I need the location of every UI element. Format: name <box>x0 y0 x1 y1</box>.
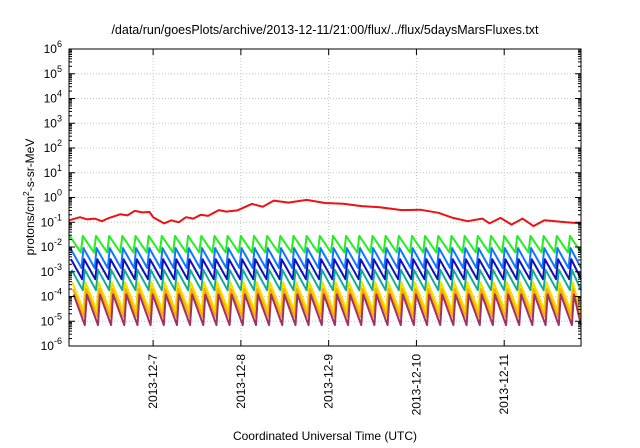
y-tick-label: 101 <box>44 163 62 180</box>
y-tick-label: 10-2 <box>41 237 62 254</box>
flux-series-line <box>70 268 582 292</box>
flux-series-line <box>68 234 582 254</box>
x-tick-label: 2013-12-9 <box>322 354 336 409</box>
x-tick-label: 2013-12-11 <box>497 354 511 415</box>
y-tick-label: 10-5 <box>41 311 62 328</box>
y-tick-label: 10-6 <box>41 336 62 353</box>
y-tick-label: 10-3 <box>41 262 62 279</box>
y-tick-label: 100 <box>44 188 62 205</box>
chart-title: /data/run/goesPlots/archive/2013-12-11/2… <box>111 23 539 37</box>
flux-series-line <box>71 288 582 318</box>
x-tick-label: 2013-12-10 <box>409 354 423 416</box>
y-tick-label: 10-4 <box>41 287 62 304</box>
y-axis-label: protons/cm2-s-sr-MeV <box>21 139 37 256</box>
x-tick-label: 2013-12-8 <box>234 354 248 409</box>
y-tick-label: 103 <box>44 113 62 130</box>
x-axis-label: Coordinated Universal Time (UTC) <box>233 429 417 443</box>
flux-series-line <box>72 293 582 327</box>
x-tick-label: 2013-12-7 <box>146 354 160 409</box>
y-tick-label: 104 <box>44 89 62 106</box>
y-tick-label: 106 <box>44 39 62 56</box>
y-tick-label: 10-1 <box>41 212 62 229</box>
flux-series-line <box>68 198 582 228</box>
flux-series-line <box>71 281 582 312</box>
axis-ticks: 10-6 10-5 10-4 10-3 10-2 10-1 100 101 102 103 104 1… <box>41 39 581 415</box>
flux-series-line <box>69 247 582 270</box>
y-tick-label: 102 <box>44 138 62 155</box>
plot-series <box>68 198 582 327</box>
flux-series-line <box>70 258 582 281</box>
y-tick-label: 105 <box>44 64 62 81</box>
